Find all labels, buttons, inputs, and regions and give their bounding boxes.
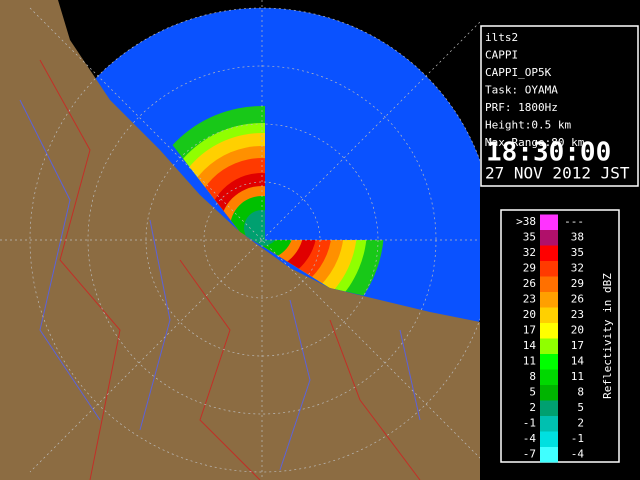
legend-high: 29 (571, 277, 584, 290)
legend-high: 8 (577, 386, 584, 399)
legend-high: -4 (571, 448, 585, 461)
legend-high: 23 (571, 308, 584, 321)
legend-low: 26 (523, 277, 536, 290)
legend-low: 11 (523, 355, 536, 368)
legend-title: Reflectivity in dBZ (601, 273, 614, 399)
legend-high: 14 (571, 355, 585, 368)
legend-high: 20 (571, 324, 584, 337)
legend-low: 5 (529, 386, 536, 399)
legend-swatch (540, 369, 558, 385)
legend-high: 26 (571, 293, 584, 306)
legend-swatch (540, 416, 558, 432)
legend-swatch (540, 230, 558, 246)
legend-swatch (540, 323, 558, 339)
legend-swatch (540, 214, 558, 230)
info-line: Task: OYAMA (485, 84, 558, 97)
legend-low: 35 (523, 231, 536, 244)
legend-low: 8 (529, 370, 536, 383)
legend-low: 2 (529, 401, 536, 414)
legend-high: 38 (571, 231, 584, 244)
date: 27 NOV 2012 JST (485, 164, 630, 183)
legend-swatch (540, 431, 558, 447)
legend-low: -7 (523, 448, 536, 461)
legend-swatch (540, 261, 558, 277)
legend-low: 20 (523, 308, 536, 321)
radar-map (0, 0, 480, 480)
legend-low: 32 (523, 246, 536, 259)
info-line: ilts2 (485, 31, 518, 44)
legend-high: 5 (577, 401, 584, 414)
legend-high: 2 (577, 417, 584, 430)
legend-low: 14 (523, 339, 537, 352)
info-line: CAPPI_OP5K (485, 66, 552, 79)
time: 18:30:00 (486, 138, 611, 168)
legend-low: 23 (523, 293, 536, 306)
legend-swatch (540, 447, 558, 463)
info-line: Max Range:80 km (485, 136, 585, 149)
legend-swatch (540, 245, 558, 261)
info-line: Height:0.5 km (485, 119, 571, 132)
legend-swatch (540, 276, 558, 292)
legend-low: >38 (516, 215, 536, 228)
legend-low: -1 (523, 417, 536, 430)
legend-low: -4 (523, 432, 537, 445)
legend-low: 17 (523, 324, 536, 337)
legend-swatch (540, 400, 558, 416)
legend-low: 29 (523, 262, 536, 275)
legend-high: --- (564, 215, 584, 228)
legend-high: -1 (571, 432, 584, 445)
legend-swatch (540, 307, 558, 323)
legend-high: 32 (571, 262, 584, 275)
legend-high: 35 (571, 246, 584, 259)
legend-swatch (540, 354, 558, 370)
info-line: CAPPI (485, 49, 518, 62)
legend-swatch (540, 292, 558, 308)
legend-high: 17 (571, 339, 584, 352)
info-line: PRF: 1800Hz (485, 101, 558, 114)
legend-swatch (540, 338, 558, 354)
legend-swatch (540, 385, 558, 401)
legend-high: 11 (571, 370, 584, 383)
